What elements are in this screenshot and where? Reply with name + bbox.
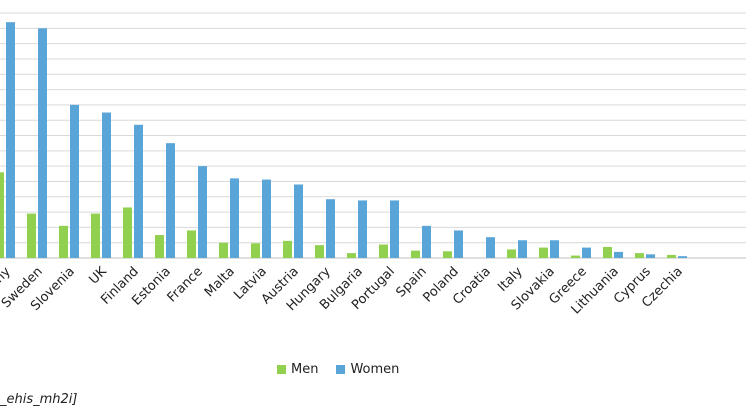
gridlines (0, 12, 746, 259)
bar-women-lithuania (614, 251, 623, 258)
bar-men-france (187, 230, 196, 258)
bar-men-germany (0, 172, 4, 258)
bar-women-bulgaria (358, 200, 367, 258)
bar-men-slovenia (59, 225, 68, 258)
bar-women-finland (134, 124, 143, 258)
bar-men-malta (219, 242, 228, 258)
bar-women-sweden (38, 28, 47, 258)
bar-men-bulgaria (347, 253, 356, 258)
bar-women-greece (582, 247, 591, 258)
x-tick-label: France (165, 264, 206, 305)
bar-men-hungary (315, 245, 324, 258)
bar-men-poland (443, 251, 452, 258)
bars (0, 22, 687, 258)
legend-label-women: Women (350, 362, 400, 377)
bar-men-greece (571, 255, 580, 258)
legend-label-men: Men (291, 362, 319, 377)
bar-men-estonia (155, 235, 164, 258)
legend-swatch-men (277, 365, 286, 374)
bar-men-finland (123, 207, 132, 258)
bar-women-poland (454, 230, 463, 258)
bar-women-austria (294, 184, 303, 258)
bar-women-germany (6, 22, 15, 258)
bar-women-italy (518, 240, 527, 258)
bar-women-spain (422, 225, 431, 258)
bar-men-cyprus (635, 253, 644, 258)
bar-men-portugal (379, 244, 388, 258)
source-note: _ehis_mh2i] (0, 392, 78, 407)
bar-men-latvia (251, 243, 260, 258)
bar-men-czechia (667, 254, 676, 258)
bar-men-uk (91, 213, 100, 258)
legend: Men Women (277, 362, 417, 377)
bar-women-croatia (486, 237, 495, 258)
bar-women-uk (102, 112, 111, 258)
bar-men-slovakia (539, 247, 548, 258)
bar-women-slovenia (70, 104, 79, 258)
bar-men-sweden (27, 213, 36, 258)
bar-women-estonia (166, 143, 175, 258)
legend-item-women: Women (336, 362, 399, 377)
bar-women-czechia (678, 256, 687, 258)
bar-women-portugal (390, 200, 399, 258)
bar-women-hungary (326, 199, 335, 258)
x-tick-label: UK (86, 264, 110, 288)
bar-men-italy (507, 249, 516, 258)
bar-women-cyprus (646, 254, 655, 258)
bar-women-france (198, 166, 207, 258)
bar-men-spain (411, 250, 420, 258)
bar-women-latvia (262, 179, 271, 258)
bar-men-austria (283, 240, 292, 258)
legend-item-men: Men (277, 362, 318, 377)
bar-men-lithuania (603, 246, 612, 258)
bar-women-slovakia (550, 240, 559, 258)
legend-swatch-women (336, 365, 346, 374)
bar-women-malta (230, 178, 239, 258)
